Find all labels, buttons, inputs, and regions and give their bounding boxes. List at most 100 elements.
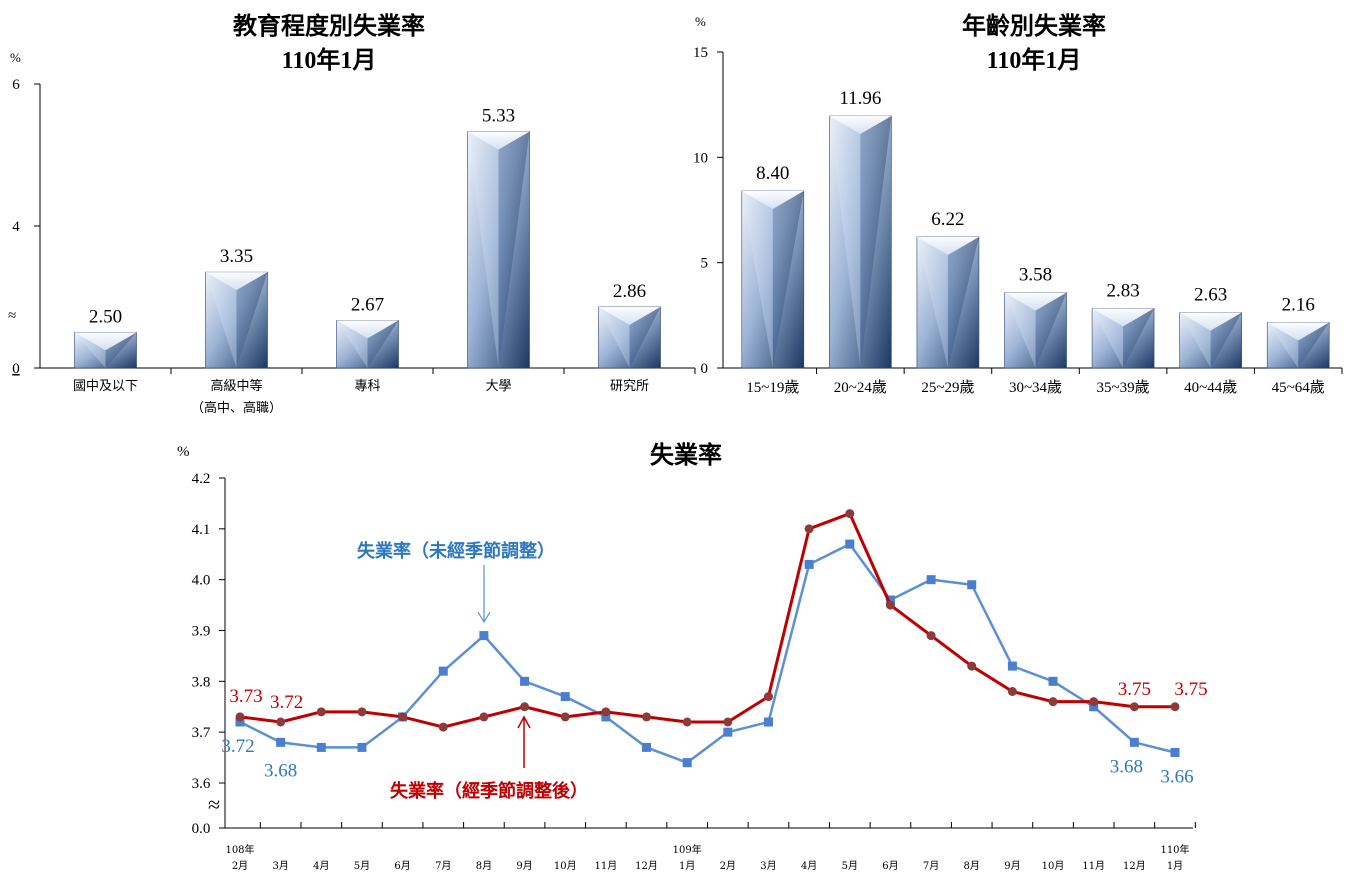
adjusted-point (885, 600, 895, 610)
line-x-month-label: 8月 (476, 860, 492, 872)
line-x-year-label: 110年 (1160, 843, 1189, 856)
adjusted-point (1089, 697, 1099, 707)
line-y-tick-label: 3.6 (192, 776, 211, 792)
education-y-ticks: 0 4 6 (12, 77, 40, 377)
education-y-break-mark: ≈ (8, 308, 16, 324)
age-bar-value-label: 11.96 (839, 88, 881, 109)
unadjusted-point-label: 3.68 (1110, 756, 1143, 777)
education-bar-value-label: 2.50 (89, 307, 122, 328)
adjusted-point (235, 712, 245, 722)
line-x-month-label: 2月 (720, 860, 736, 872)
education-bar (336, 320, 399, 369)
line-x-month-label: 3月 (272, 860, 288, 872)
series-annotations: 失業率（未經季節調整） 失業率（經季節調整後） (357, 540, 588, 802)
adjusted-point (763, 692, 773, 702)
line-y-tick-label: 3.8 (192, 674, 211, 690)
adjusted-point (357, 707, 367, 717)
line-x-month-label: 4月 (313, 860, 329, 872)
education-bar-value-label: 3.35 (220, 246, 253, 267)
adjusted-series-line (239, 512, 1175, 729)
adjusted-point (845, 509, 855, 519)
unadjusted-point (967, 580, 977, 590)
education-chart-subtitle: 110年1月 (282, 46, 377, 74)
education-bar (467, 131, 530, 369)
line-y-tick-label: 3.7 (192, 725, 211, 741)
line-x-month-label: 2月 (232, 860, 248, 872)
age-y-ticks: 0 5 10 15 (693, 45, 723, 377)
age-y-tick-label: 5 (701, 256, 709, 272)
arrow-unadjusted-head (477, 611, 491, 624)
line-x-month-label: 11月 (1082, 860, 1105, 872)
education-category-label: 國中及以下 (73, 379, 138, 394)
adjusted-point (804, 524, 814, 534)
line-x-month-label: 4月 (801, 860, 817, 872)
line-x-month-label: 5月 (842, 860, 858, 872)
line-x-month-label: 7月 (435, 860, 451, 872)
line-x-year-label: 108年 (225, 843, 254, 856)
age-bars: 8.40 11.96 6.22 3.58 2.83 2.63 2.16 (741, 88, 1330, 369)
education-bar (74, 332, 137, 369)
adjusted-point (560, 712, 570, 722)
age-bar-value-label: 3.58 (1019, 265, 1052, 286)
unadjusted-series-line (239, 542, 1176, 764)
line-y-break-mark: ≈ (208, 792, 220, 817)
age-chart-title: 年齡別失業率 (962, 11, 1106, 40)
education-y-tick-label: 0 (12, 361, 20, 377)
age-y-unit: % (695, 14, 706, 29)
line-x-month-label: 10月 (1042, 860, 1065, 872)
line-point-labels: 3.72 3.68 3.68 3.66 3.73 3.72 3.75 3.75 (221, 679, 1207, 788)
age-bar (829, 115, 892, 369)
adjusted-point (398, 712, 408, 722)
unadjusted-point (1089, 702, 1099, 712)
line-x-month-label: 1月 (1167, 860, 1183, 872)
line-x-month-label: 8月 (964, 860, 980, 872)
age-category-label: 35~39歲 (1097, 379, 1150, 396)
line-x-month-label: 12月 (1123, 860, 1146, 872)
unadjusted-point (845, 539, 855, 549)
line-series (235, 509, 1180, 768)
age-category-label: 15~19歲 (746, 379, 799, 396)
line-x-month-label: 5月 (354, 860, 370, 872)
education-bar-value-label: 2.86 (613, 281, 646, 302)
unadjusted-point-label: 3.72 (221, 736, 254, 757)
age-bar (1004, 292, 1067, 369)
line-y-tick-label: 4.2 (192, 471, 211, 487)
age-bar (741, 190, 805, 369)
line-x-month-label: 9月 (516, 860, 532, 872)
arrow-adjusted-head (517, 715, 531, 729)
age-category-label: 40~44歲 (1184, 379, 1237, 396)
education-y-tick-label: 6 (12, 77, 20, 93)
education-bar (205, 271, 268, 369)
age-bar (1091, 308, 1155, 369)
education-y-unit: % (10, 50, 21, 65)
line-x-month-label: 6月 (882, 860, 898, 872)
age-category-label: 30~34歲 (1009, 379, 1062, 396)
adjusted-point (520, 702, 530, 712)
adjusted-point-label: 3.75 (1118, 679, 1151, 700)
unadjusted-point (1007, 661, 1017, 671)
education-y-tick-label: 4 (12, 219, 20, 235)
unadjusted-point (1129, 737, 1139, 747)
education-bar (598, 306, 661, 369)
adjusted-point (682, 717, 692, 727)
line-chart-title: 失業率 (650, 440, 722, 469)
unadjusted-point (357, 742, 367, 752)
education-category-label: 研究所 (610, 379, 649, 394)
unadjusted-point-label: 3.66 (1160, 767, 1193, 788)
age-bar (1266, 322, 1330, 369)
line-x-month-label: 11月 (595, 860, 618, 872)
line-x-month-label: 10月 (554, 860, 577, 872)
line-x-year-label: 109年 (673, 843, 702, 856)
adjusted-point (1129, 702, 1139, 712)
unadjusted-point (885, 595, 895, 605)
unadjusted-point (520, 676, 530, 686)
age-chart-subtitle: 110年1月 (987, 46, 1082, 74)
line-y-tick-label: 3.9 (192, 624, 211, 640)
education-category-label: 專科 (354, 379, 380, 394)
adjusted-point (926, 631, 936, 641)
line-x-month-label: 1月 (679, 860, 695, 872)
unadjusted-point (1048, 676, 1058, 686)
unadjusted-point (235, 717, 245, 727)
age-bar (916, 236, 980, 369)
